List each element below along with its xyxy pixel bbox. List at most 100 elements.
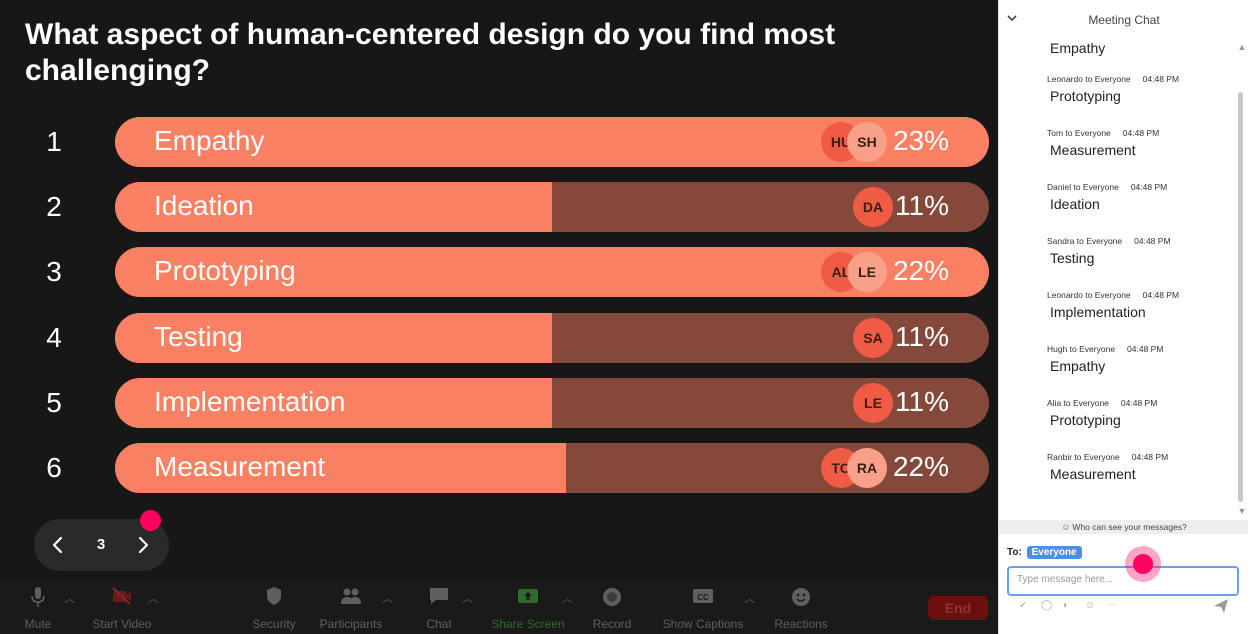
poll-option-row[interactable]: 4 Testing SA 11% — [0, 313, 998, 363]
screenshot-icon[interactable]: ◯ — [1041, 600, 1053, 611]
scroll-down-arrow[interactable]: ▼ — [1237, 506, 1247, 516]
message-text: Empathy — [1050, 40, 1106, 56]
chat-button[interactable]: Chat — [418, 586, 460, 632]
message-time: 04:48 PM — [1122, 128, 1160, 138]
message-sender: Sandra to Everyone — [1047, 236, 1123, 246]
meeting-toolbar: Mute ︿ Start Video ︿ Security Participan… — [0, 580, 998, 634]
reactions-button[interactable]: Reactions — [770, 586, 832, 632]
security-label: Security — [252, 617, 296, 631]
participants-button[interactable]: Participants — [316, 586, 386, 632]
message-time: 04:48 PM — [1142, 74, 1180, 84]
message-time: 04:48 PM — [1130, 182, 1168, 192]
option-percent: 11% — [895, 321, 949, 352]
video-off-icon — [86, 586, 158, 612]
option-percent: 22% — [892, 451, 949, 482]
option-rank: 3 — [46, 256, 62, 287]
message-time: 04:48 PM — [1134, 236, 1171, 246]
chevron-left-icon[interactable] — [46, 533, 70, 557]
chevron-down-icon[interactable] — [1007, 13, 1017, 25]
option-bar-fill — [115, 182, 552, 232]
option-bar: Implementation LE 11% — [115, 378, 989, 428]
participants-icon — [316, 586, 386, 612]
chat-scrollbar[interactable] — [1238, 92, 1243, 502]
poll-option-row[interactable]: 5 Implementation LE 11% — [0, 378, 998, 428]
who-can-see-messages[interactable]: ☺ Who can see your messages? — [999, 520, 1248, 534]
poll-option-row[interactable]: 3 Prototyping AL LE 22% — [0, 247, 998, 297]
poll-stage: What aspect of human-centered design do … — [0, 0, 998, 580]
option-bar: Measurement TO RA 22% — [115, 443, 989, 493]
message-meta: Tom to Everyone 04:48 PM — [1047, 128, 1159, 138]
message-meta: Daniel to Everyone 04:48 PM — [1047, 182, 1167, 192]
send-icon[interactable] — [1213, 598, 1229, 617]
message-meta: Leonardo to Everyone 04:48 PM — [1047, 74, 1179, 84]
scroll-up-arrow[interactable]: ▲ — [1237, 42, 1247, 52]
show-captions-button[interactable]: CC Show Captions — [656, 586, 750, 632]
captions-icon: CC — [656, 586, 750, 612]
message-meta: Sandra to Everyone 04:48 PM — [1047, 236, 1171, 246]
message-meta: Alia to Everyone 04:48 PM — [1047, 398, 1157, 408]
message-time: 04:48 PM — [1120, 398, 1158, 408]
poll-option-row[interactable]: 6 Measurement TO RA 22% — [0, 443, 998, 493]
option-bar-fill — [115, 443, 566, 493]
share-screen-label: Share Screen — [491, 617, 565, 631]
chevron-up-icon[interactable]: ︿ — [744, 593, 755, 605]
share-screen-button[interactable]: Share Screen — [486, 586, 570, 632]
security-button[interactable]: Security — [246, 586, 302, 632]
poll-option-row[interactable]: 1 Empathy HU SH 23% — [0, 117, 998, 167]
option-bar: Ideation DA 11% — [115, 182, 989, 232]
chevron-up-icon[interactable]: ︿ — [382, 593, 393, 605]
file-icon[interactable]: ◐ — [1063, 600, 1070, 611]
message-meta: Leonardo to Everyone 04:48 PM — [1047, 290, 1179, 300]
record-button[interactable]: Record — [588, 586, 636, 632]
message-time: 04:48 PM — [1131, 452, 1169, 462]
chat-input-tools: ✓ ◯ ◐ ☺ ⋯ — [1019, 600, 1248, 614]
chevron-up-icon[interactable]: ︿ — [562, 593, 573, 605]
emoji-icon[interactable]: ☺ — [1085, 600, 1096, 611]
option-label: Testing — [154, 321, 243, 352]
option-label: Implementation — [154, 386, 346, 417]
option-rank: 1 — [46, 126, 62, 157]
option-percent: 22% — [892, 255, 949, 286]
message-sender: Daniel to Everyone — [1047, 182, 1119, 192]
message-text: Prototyping — [1050, 412, 1121, 428]
chevron-up-icon[interactable]: ︿ — [462, 593, 473, 605]
more-icon[interactable]: ⋯ — [1107, 600, 1117, 611]
chat-message-input[interactable]: Type message here... — [1007, 566, 1239, 596]
option-rank: 5 — [46, 387, 62, 418]
message-sender: Leonardo to Everyone — [1047, 74, 1131, 84]
option-rank: 2 — [46, 191, 62, 222]
recipient-select[interactable]: Everyone — [1026, 546, 1082, 559]
chevron-up-icon[interactable]: ︿ — [64, 593, 75, 605]
message-text: Prototyping — [1050, 88, 1121, 104]
option-rank: 4 — [46, 322, 62, 353]
mute-button[interactable]: Mute — [14, 586, 62, 632]
format-icon[interactable]: ✓ — [1019, 600, 1028, 611]
message-time: 04:48 PM — [1142, 290, 1180, 300]
participants-label: Participants — [319, 617, 383, 631]
chevron-right-icon[interactable] — [131, 533, 155, 557]
message-sender: Leonardo to Everyone — [1047, 290, 1131, 300]
avatar: DA — [853, 187, 893, 227]
who-can-see-label: Who can see your messages? — [1072, 522, 1187, 532]
mute-label: Mute — [24, 617, 52, 631]
click-marker — [140, 510, 161, 531]
option-percent: 11% — [895, 386, 949, 417]
avatar: SH — [847, 122, 887, 162]
share-screen-icon — [486, 586, 570, 612]
avatar: LE — [847, 252, 887, 292]
option-bar-fill — [115, 378, 552, 428]
chevron-up-icon[interactable]: ︿ — [148, 593, 159, 605]
chat-bubble-icon — [418, 586, 460, 612]
start-video-button[interactable]: Start Video — [86, 586, 158, 632]
end-meeting-button[interactable]: End — [928, 596, 988, 620]
meeting-chat-panel: Meeting Chat Empathy Leonardo to Everyon… — [998, 0, 1248, 634]
poll-option-row[interactable]: 2 Ideation DA 11% — [0, 182, 998, 232]
message-sender: Hugh to Everyone — [1047, 344, 1116, 354]
option-label: Empathy — [154, 125, 265, 156]
message-text: Testing — [1050, 250, 1095, 266]
poll-question: What aspect of human-centered design do … — [25, 18, 836, 87]
show-captions-label: Show Captions — [662, 617, 744, 631]
option-label: Prototyping — [154, 255, 296, 286]
chat-message-list: Empathy Leonardo to Everyone 04:48 PM Pro… — [999, 36, 1235, 520]
